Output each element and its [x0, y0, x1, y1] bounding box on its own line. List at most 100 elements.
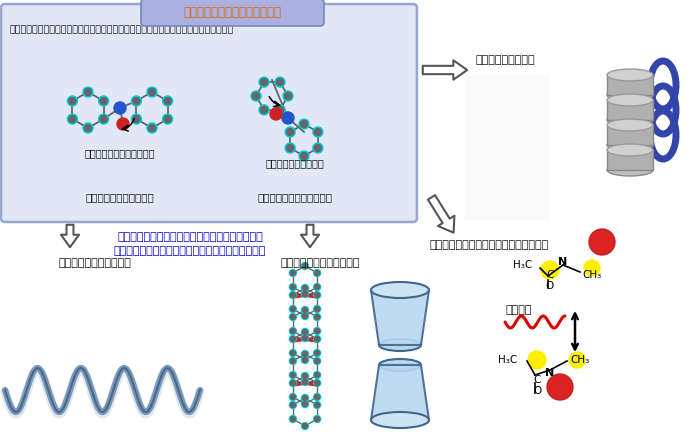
- Circle shape: [315, 381, 319, 385]
- Circle shape: [270, 108, 282, 120]
- Text: これらの構造を使って、面白い構造を創り出す。: これらの構造を使って、面白い構造を創り出す。: [117, 232, 263, 242]
- Circle shape: [68, 114, 77, 124]
- Circle shape: [290, 337, 295, 342]
- Circle shape: [275, 77, 285, 87]
- Text: 外部刺激: 外部刺激: [505, 305, 531, 315]
- Circle shape: [315, 416, 319, 421]
- Circle shape: [302, 351, 308, 357]
- Circle shape: [314, 416, 321, 423]
- Circle shape: [289, 401, 297, 408]
- Circle shape: [164, 97, 171, 105]
- Circle shape: [528, 351, 546, 369]
- Circle shape: [584, 260, 600, 276]
- Ellipse shape: [379, 359, 421, 371]
- Circle shape: [299, 151, 309, 161]
- Ellipse shape: [607, 89, 653, 101]
- Circle shape: [302, 380, 308, 385]
- Circle shape: [253, 93, 259, 100]
- Circle shape: [83, 123, 93, 133]
- Ellipse shape: [607, 144, 653, 156]
- Text: 結晶や溶液中での個々の分子の構造やその動き、分子同士の相互作用などを制御する。: 結晶や溶液中での個々の分子の構造やその動き、分子同士の相互作用などを制御する。: [10, 25, 234, 34]
- Ellipse shape: [607, 114, 653, 126]
- Circle shape: [289, 327, 297, 334]
- Circle shape: [315, 373, 319, 377]
- Circle shape: [289, 358, 297, 365]
- Circle shape: [302, 400, 308, 408]
- Text: 有機化合物の三次元構造の制御: 有機化合物の三次元構造の制御: [183, 5, 281, 19]
- Circle shape: [299, 119, 309, 129]
- Circle shape: [301, 152, 308, 159]
- Circle shape: [148, 89, 155, 96]
- Circle shape: [314, 269, 321, 276]
- Circle shape: [315, 128, 322, 136]
- Circle shape: [99, 96, 108, 106]
- Polygon shape: [371, 365, 429, 420]
- Text: H₃C: H₃C: [513, 260, 532, 270]
- Circle shape: [290, 373, 295, 377]
- Text: （例１）らせん状の分子: （例１）らせん状の分子: [59, 258, 131, 268]
- Circle shape: [290, 292, 295, 298]
- Circle shape: [277, 79, 284, 85]
- Text: 折れ曲がった構造をつくる: 折れ曲がった構造をつくる: [257, 192, 333, 202]
- Circle shape: [315, 284, 319, 289]
- Circle shape: [302, 424, 308, 428]
- FancyArrowPatch shape: [423, 60, 467, 80]
- Circle shape: [290, 381, 295, 385]
- Circle shape: [302, 314, 308, 319]
- Circle shape: [289, 380, 297, 386]
- Circle shape: [251, 91, 261, 101]
- Circle shape: [284, 93, 291, 100]
- Circle shape: [313, 143, 323, 153]
- Circle shape: [282, 112, 294, 124]
- Circle shape: [314, 327, 321, 334]
- Circle shape: [314, 372, 321, 378]
- FancyBboxPatch shape: [607, 125, 653, 145]
- Text: （例２）カプセル状の分子: （例２）カプセル状の分子: [280, 258, 359, 268]
- Circle shape: [302, 312, 308, 319]
- Circle shape: [290, 329, 295, 334]
- Circle shape: [277, 106, 284, 113]
- Circle shape: [301, 120, 308, 128]
- Circle shape: [315, 144, 322, 152]
- Polygon shape: [371, 290, 429, 345]
- Circle shape: [315, 358, 319, 364]
- Text: アミド結合（トランス型）: アミド結合（トランス型）: [85, 148, 155, 158]
- Text: C: C: [546, 270, 553, 280]
- Circle shape: [100, 116, 107, 123]
- Circle shape: [133, 97, 140, 105]
- Circle shape: [302, 378, 308, 385]
- Circle shape: [302, 350, 308, 358]
- FancyBboxPatch shape: [141, 0, 324, 26]
- FancyArrowPatch shape: [301, 225, 319, 247]
- Circle shape: [302, 357, 308, 364]
- Circle shape: [283, 91, 293, 101]
- Text: CH₃: CH₃: [582, 270, 601, 280]
- Ellipse shape: [607, 119, 653, 131]
- FancyArrowPatch shape: [61, 225, 79, 247]
- Circle shape: [290, 395, 295, 400]
- Circle shape: [314, 284, 321, 291]
- Circle shape: [289, 269, 297, 276]
- Ellipse shape: [607, 164, 653, 176]
- Circle shape: [290, 271, 295, 276]
- Text: アミド結合（シス型）: アミド結合（シス型）: [266, 158, 324, 168]
- FancyBboxPatch shape: [607, 150, 653, 170]
- Circle shape: [131, 114, 141, 124]
- FancyBboxPatch shape: [607, 100, 653, 120]
- Text: O: O: [546, 281, 554, 291]
- Ellipse shape: [607, 94, 653, 106]
- Text: 材料科学や医薬化学などの分野での機能を検討中！: 材料科学や医薬化学などの分野での機能を検討中！: [114, 246, 266, 256]
- Circle shape: [314, 358, 321, 365]
- Circle shape: [541, 261, 559, 279]
- Circle shape: [290, 416, 295, 421]
- Circle shape: [290, 358, 295, 364]
- Circle shape: [315, 350, 319, 355]
- Circle shape: [99, 114, 108, 124]
- Circle shape: [315, 292, 319, 298]
- Circle shape: [302, 285, 308, 291]
- Circle shape: [547, 374, 573, 400]
- Circle shape: [290, 315, 295, 319]
- Text: 伸びた分子構造をつくる: 伸びた分子構造をつくる: [86, 192, 155, 202]
- Circle shape: [302, 401, 308, 407]
- Circle shape: [315, 307, 319, 311]
